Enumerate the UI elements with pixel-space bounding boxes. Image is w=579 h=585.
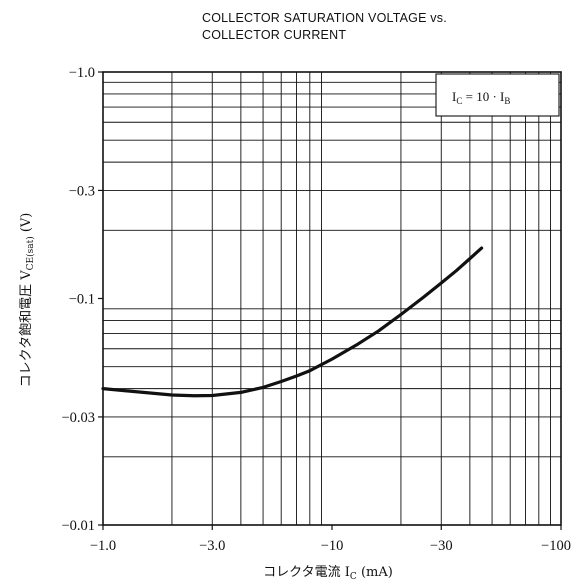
chart-title-line-1: COLLECTOR SATURATION VOLTAGE vs. [202, 11, 447, 25]
y-tick-label: −0.03 [61, 410, 95, 426]
y-tick-label: −0.1 [69, 292, 95, 308]
x-axis-label-subscript: C [350, 572, 357, 582]
condition-ib-subscript: B [504, 96, 510, 106]
x-axis-label: コレクタ電流 IC (mA) [263, 565, 393, 582]
condition-equation: = 10 · I [462, 89, 504, 104]
y-axis-label-unit: (V) [19, 213, 34, 237]
chart-title-line-2: COLLECTOR CURRENT [202, 28, 346, 42]
series-line [101, 246, 484, 398]
x-tick-label: −10 [321, 538, 344, 554]
condition-box: IC = 10 · IB [435, 73, 560, 117]
y-tick-label: −0.01 [61, 518, 95, 534]
x-tick-label: −100 [541, 538, 571, 554]
x-tick-label: −30 [430, 538, 453, 554]
y-axis-label: コレクタ飽和電圧 VCE(sat) (V) [19, 213, 36, 388]
condition-ic-symbol: I [452, 89, 456, 104]
svg-text:IC = 10 · IB: IC = 10 · IB [452, 89, 510, 106]
y-tick-label: −0.3 [69, 183, 95, 199]
y-tick-label: −1.0 [69, 65, 95, 81]
x-axis-label-unit: (mA) [357, 565, 393, 580]
condition-ic-subscript: C [456, 96, 462, 106]
x-axis-label-main: コレクタ電流 I [263, 565, 350, 580]
y-tick-labels: −1.0 −0.3 −0.1 −0.03 −0.01 [61, 65, 103, 534]
x-tick-labels: −1.0 −3.0 −10 −30 −100 [90, 525, 571, 554]
x-tick-label: −3.0 [199, 538, 225, 554]
y-axis-label-main: コレクタ飽和電圧 V [19, 270, 34, 388]
grid [103, 72, 561, 525]
y-axis-label-subscript: CE(sat) [25, 236, 36, 270]
x-tick-label: −1.0 [90, 538, 116, 554]
